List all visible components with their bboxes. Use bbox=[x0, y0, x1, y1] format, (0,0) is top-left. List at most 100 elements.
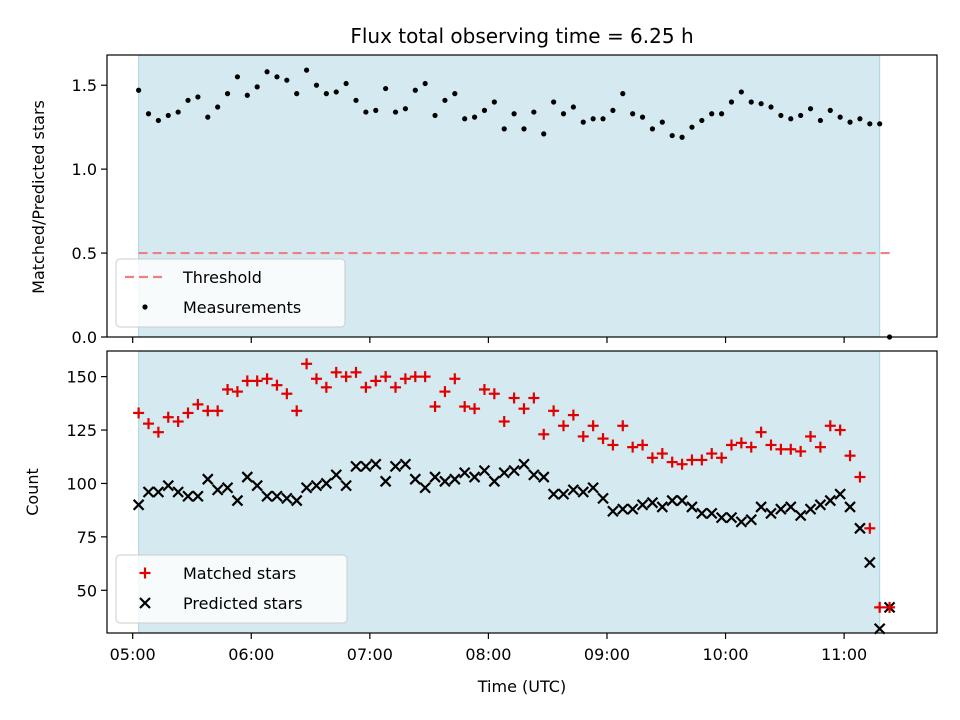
measurement-point bbox=[798, 112, 804, 119]
top-panel: 0.0 0.5 1.0 1.5 Matched/Predicted stars Thr… bbox=[29, 54, 938, 347]
measurement-point bbox=[857, 116, 863, 122]
predicted-point bbox=[676, 494, 688, 507]
y-tick-label: 100 bbox=[66, 474, 97, 493]
top-y-axis: 0.0 0.5 1.0 1.5 bbox=[72, 76, 107, 347]
measurement-point bbox=[501, 126, 507, 132]
predicted-point bbox=[824, 494, 837, 507]
matched-point bbox=[656, 448, 668, 460]
top-legend: Threshold Measurements bbox=[115, 258, 346, 328]
matched-point bbox=[844, 450, 856, 462]
measurement-point bbox=[788, 116, 794, 122]
y-tick-label: 1.0 bbox=[72, 160, 97, 179]
predicted-point bbox=[369, 458, 382, 471]
predicted-point bbox=[478, 464, 491, 477]
matched-point bbox=[508, 392, 520, 404]
measurements-series bbox=[136, 67, 893, 340]
predicted-point bbox=[498, 466, 510, 479]
measurement-point bbox=[244, 92, 250, 98]
y-tick-label: 125 bbox=[66, 421, 97, 440]
measurement-point bbox=[590, 116, 596, 122]
predicted-point bbox=[636, 499, 649, 511]
matched-point bbox=[824, 420, 836, 432]
matched-point bbox=[577, 430, 589, 442]
measurement-point bbox=[551, 99, 557, 105]
matched-point bbox=[716, 452, 728, 464]
predicted-point bbox=[844, 501, 856, 513]
measurement-point bbox=[847, 119, 853, 125]
predicted-point bbox=[290, 494, 303, 507]
measurement-point bbox=[541, 131, 547, 137]
x-axis-title: Time (UTC) bbox=[477, 677, 566, 696]
measurement-point bbox=[768, 104, 774, 110]
predicted-point bbox=[518, 458, 530, 471]
matched-point bbox=[548, 405, 560, 417]
measurement-point bbox=[758, 101, 764, 107]
measurement-point bbox=[205, 114, 211, 120]
predicted-point bbox=[775, 503, 787, 515]
measurement-point bbox=[363, 109, 369, 115]
predicted-series bbox=[132, 458, 896, 635]
chart-title: Flux total observing time = 6.25 h bbox=[350, 24, 693, 48]
matched-point bbox=[320, 381, 332, 393]
measurement-point bbox=[649, 126, 656, 132]
bottom-legend: Matched stars Predicted stars bbox=[115, 554, 348, 624]
legend-predicted-swatch bbox=[139, 597, 151, 609]
matched-point bbox=[854, 471, 866, 483]
matched-point bbox=[469, 403, 481, 415]
x-tick-label: 11:00 bbox=[821, 645, 867, 664]
matched-point bbox=[261, 373, 273, 385]
matched-point bbox=[666, 456, 678, 468]
measurement-point bbox=[620, 91, 626, 97]
matched-point bbox=[241, 375, 253, 387]
predicted-point bbox=[735, 516, 748, 528]
y-tick-label: 0.5 bbox=[72, 244, 97, 263]
measurement-point bbox=[422, 80, 428, 87]
y-tick-label: 50 bbox=[77, 581, 97, 600]
measurement-point bbox=[827, 107, 833, 113]
measurement-point bbox=[264, 69, 270, 75]
predicted-point bbox=[864, 556, 876, 569]
predicted-point bbox=[389, 460, 402, 473]
measurement-point bbox=[323, 91, 329, 97]
predicted-point bbox=[656, 501, 669, 513]
x-tick-label: 05:00 bbox=[110, 645, 156, 664]
predicted-point bbox=[221, 481, 234, 494]
matched-point bbox=[370, 375, 382, 387]
matched-point bbox=[449, 373, 461, 385]
matched-point bbox=[330, 366, 342, 378]
matched-point bbox=[251, 375, 263, 387]
measurement-point bbox=[531, 109, 537, 115]
measurement-point bbox=[521, 126, 527, 132]
predicted-point bbox=[330, 469, 343, 481]
measurement-point bbox=[165, 112, 171, 119]
measurement-point bbox=[560, 111, 567, 117]
predicted-point bbox=[508, 464, 520, 477]
matched-point bbox=[646, 452, 658, 464]
predicted-point bbox=[854, 522, 866, 535]
measurement-point bbox=[442, 97, 448, 103]
matched-point bbox=[152, 426, 164, 438]
predicted-point bbox=[300, 481, 313, 494]
matched-point bbox=[874, 601, 886, 613]
predicted-point bbox=[567, 484, 580, 496]
matched-point bbox=[607, 439, 619, 451]
measurement-point bbox=[580, 119, 586, 125]
matched-point bbox=[133, 407, 145, 419]
top-y-axis-title: Matched/Predicted stars bbox=[29, 100, 48, 294]
measurement-point bbox=[343, 80, 349, 87]
matched-point bbox=[686, 454, 698, 466]
measurement-point bbox=[215, 104, 221, 110]
bottom-y-axis-title: Count bbox=[23, 468, 42, 516]
matched-point bbox=[202, 405, 214, 417]
matched-point bbox=[884, 601, 896, 613]
measurement-point bbox=[738, 89, 744, 95]
predicted-point bbox=[310, 479, 323, 492]
predicted-point bbox=[745, 513, 758, 526]
measurement-point bbox=[728, 99, 735, 105]
predicted-point bbox=[132, 499, 145, 511]
matched-point bbox=[192, 398, 204, 410]
measurement-point bbox=[689, 124, 695, 130]
measurement-point bbox=[452, 91, 458, 97]
predicted-point bbox=[399, 458, 412, 471]
